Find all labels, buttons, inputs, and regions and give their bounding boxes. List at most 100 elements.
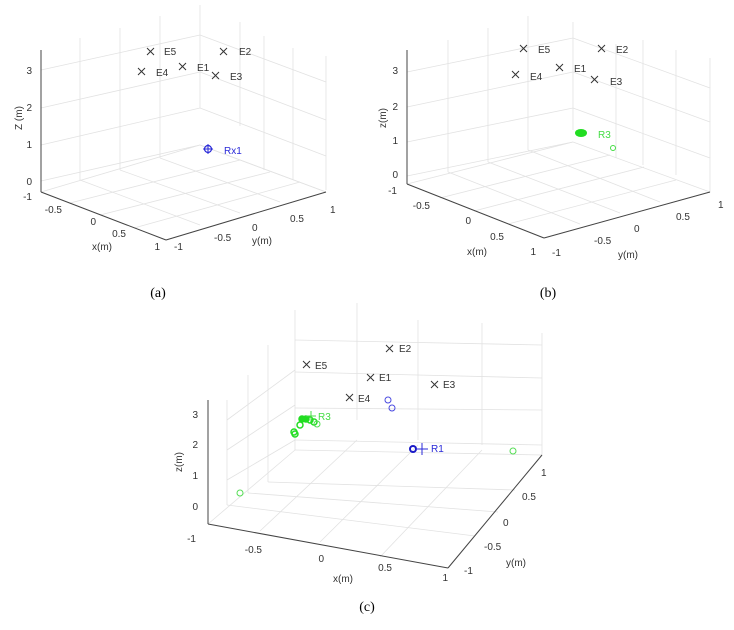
svg-text:-0.5: -0.5: [214, 233, 232, 244]
svg-text:E1: E1: [197, 63, 210, 74]
svg-text:0: 0: [465, 216, 471, 227]
svg-text:E3: E3: [443, 380, 456, 391]
svg-text:-1: -1: [187, 534, 196, 545]
circle-marker-icon: [610, 145, 616, 151]
circle-marker-icon: [409, 445, 417, 453]
panel-a-y-axis: [165, 191, 327, 241]
receiver-cluster-marker: [575, 129, 587, 137]
svg-text:E2: E2: [399, 344, 412, 355]
svg-text:0.5: 0.5: [378, 563, 392, 574]
svg-text:E5: E5: [538, 45, 551, 56]
panel-b-grid: [406, 16, 711, 239]
panel-c-emitters: E2 E5 E1 E3 E4: [302, 344, 456, 405]
svg-text:2: 2: [392, 102, 398, 113]
svg-text:0.5: 0.5: [290, 214, 304, 225]
panel-c-receiver-r3: R3: [236, 411, 517, 497]
panel-b-x-ticks: -1 -0.5 0 0.5 1: [388, 186, 536, 258]
x-marker-icon: [385, 344, 394, 353]
circle-marker-icon: [384, 396, 392, 404]
panel-b-y-axis: [543, 191, 711, 239]
svg-text:E1: E1: [574, 64, 587, 75]
circle-marker-icon: [509, 447, 517, 455]
svg-text:0: 0: [26, 177, 32, 188]
svg-text:Rx1: Rx1: [224, 146, 242, 157]
svg-text:1: 1: [392, 136, 398, 147]
x-marker-icon: [597, 44, 606, 53]
x-marker-icon: [345, 393, 354, 402]
panel-b-y-label: y(m): [618, 250, 638, 261]
svg-text:1: 1: [718, 200, 724, 211]
x-marker-icon: [511, 70, 520, 79]
svg-text:-1: -1: [388, 186, 397, 197]
x-marker-icon: [519, 44, 528, 53]
panel-c-z-ticks: 3 2 1 0: [192, 410, 198, 513]
svg-text:3: 3: [26, 66, 32, 77]
svg-text:-1: -1: [23, 192, 32, 203]
caption-a: (a): [150, 286, 166, 301]
svg-text:R3: R3: [598, 130, 611, 141]
svg-text:-0.5: -0.5: [413, 201, 431, 212]
svg-text:0.5: 0.5: [676, 212, 690, 223]
panel-a-x-ticks: -1 -0.5 0 0.5 1: [23, 192, 160, 253]
x-marker-icon: [302, 360, 311, 369]
svg-text:3: 3: [392, 66, 398, 77]
svg-text:E5: E5: [315, 361, 328, 372]
panel-a: 3 2 1 0 Z (m) -1 -0.5 0 0.5 1 x(m) -1 -0…: [14, 5, 336, 301]
svg-text:1: 1: [530, 247, 536, 258]
panel-a-x-label: x(m): [92, 242, 112, 253]
svg-text:-1: -1: [464, 566, 473, 577]
x-marker-icon: [555, 63, 564, 72]
svg-text:E4: E4: [530, 72, 543, 83]
panel-a-z-label: Z (m): [14, 106, 25, 130]
svg-text:E2: E2: [616, 45, 629, 56]
svg-text:0.5: 0.5: [112, 229, 126, 240]
svg-text:E5: E5: [164, 47, 177, 58]
panel-a-z-ticks: 3 2 1 0: [26, 66, 32, 188]
svg-text:0: 0: [318, 554, 324, 565]
panel-b-emitters: E5 E2 E1 E4 E3: [511, 44, 629, 88]
svg-text:1: 1: [26, 140, 32, 151]
circle-marker-icon: [236, 489, 244, 497]
circle-plus-marker-icon: [203, 144, 213, 154]
x-marker-icon: [178, 62, 187, 71]
panel-c-x-label: x(m): [333, 574, 353, 585]
svg-text:E2: E2: [239, 47, 252, 58]
svg-text:0: 0: [392, 170, 398, 181]
circle-marker-icon: [313, 420, 321, 428]
svg-text:0.5: 0.5: [522, 492, 536, 503]
x-marker-icon: [146, 47, 155, 56]
svg-text:-0.5: -0.5: [594, 236, 612, 247]
panel-b-receiver: R3: [575, 129, 616, 151]
x-marker-icon: [366, 373, 375, 382]
svg-text:1: 1: [192, 471, 198, 482]
svg-text:2: 2: [192, 440, 198, 451]
panel-c-x-ticks: -1 -0.5 0 0.5 1: [187, 534, 448, 584]
panel-c-receiver-r1: R1: [384, 396, 444, 455]
panel-c-x-axis: [207, 523, 449, 569]
svg-text:R3: R3: [318, 412, 331, 423]
svg-text:-0.5: -0.5: [45, 205, 63, 216]
panel-c-y-ticks: -1 -0.5 0 0.5 1: [464, 468, 547, 577]
svg-text:3: 3: [192, 410, 198, 421]
panel-b-z-ticks: 3 2 1 0: [392, 66, 398, 181]
circle-marker-icon: [291, 430, 299, 438]
svg-text:-1: -1: [174, 242, 183, 253]
svg-text:-1: -1: [552, 248, 561, 259]
svg-text:0.5: 0.5: [490, 232, 504, 243]
x-marker-icon: [211, 71, 220, 80]
circle-marker-icon: [388, 404, 396, 412]
circle-marker-icon: [296, 421, 304, 429]
panel-b-x-label: x(m): [467, 247, 487, 258]
panel-b-y-ticks: -1 -0.5 0 0.5 1: [552, 200, 724, 259]
panel-a-x-axis: [40, 191, 167, 241]
panel-a-y-ticks: -1 -0.5 0 0.5 1: [174, 205, 336, 253]
panel-a-receiver: Rx1: [203, 144, 242, 157]
svg-text:E1: E1: [379, 373, 392, 384]
svg-text:0: 0: [634, 224, 640, 235]
svg-text:1: 1: [442, 573, 448, 584]
svg-text:E3: E3: [610, 77, 623, 88]
panel-b-x-axis: [406, 183, 545, 239]
x-marker-icon: [590, 75, 599, 84]
panel-c: 3 2 1 0 z(m) -1 -0.5 0 0.5 1 x(m) -1 -0.…: [174, 303, 547, 615]
